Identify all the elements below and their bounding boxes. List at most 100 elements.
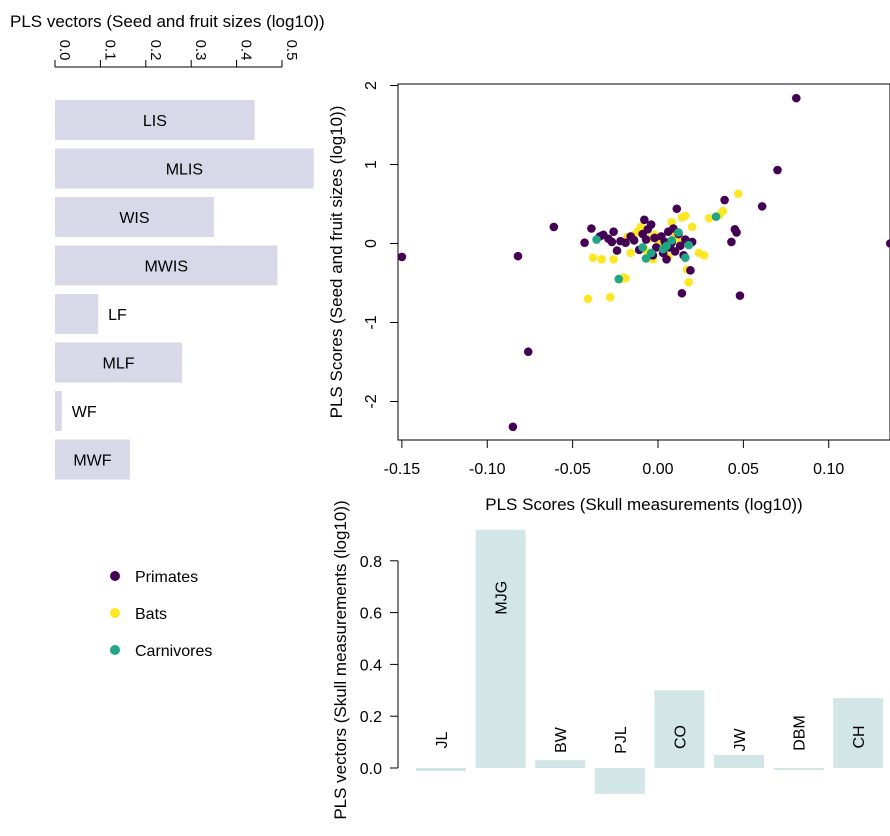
scatter-y-tick-label: 2 [363, 81, 380, 90]
skull-vector-y-axis: 0.0 0.2 0.4 0.6 0.8 [360, 554, 399, 778]
seed-vector-bar [55, 391, 62, 431]
scatter-x-tick-label: 0.05 [728, 461, 759, 478]
scatter-y-axis: -2 -1 0 1 2 [363, 81, 398, 409]
scatter-point-primates [397, 252, 407, 262]
scatter-point-carnivores [592, 235, 601, 244]
seed-vector-axis: 0.0 0.1 0.2 0.3 0.4 0.5 [54, 40, 300, 68]
scatter-point-primates [612, 246, 622, 255]
scatter-point-primates [549, 222, 559, 232]
scatter-point-primates [607, 237, 617, 247]
scatter-x-tick-label: 0.00 [642, 461, 673, 478]
skull-vector-bar-label: PJL [613, 726, 630, 754]
scatter-point-primates [773, 165, 782, 175]
scatter-point-primates [621, 238, 630, 248]
seed-vector-bar [55, 148, 314, 189]
seed-vector-bar-label: WF [72, 404, 97, 421]
scatter-point-carnivores [684, 240, 694, 250]
skull-vector-tick-label: 0.4 [360, 657, 382, 674]
skull-vector-bar [833, 698, 884, 768]
skull-vector-bar [475, 529, 526, 768]
scatter-point-primates [609, 227, 618, 236]
seed-vector-bar-label: WIS [119, 210, 149, 227]
skull-vector-bar-label: DBM [792, 715, 809, 751]
scatter-point-bats [733, 189, 743, 199]
seed-vector-bar-label: MWIS [144, 259, 188, 276]
scatter-point-primates [662, 254, 671, 264]
skull-vector-bar [535, 760, 586, 768]
scatter-point-primates [727, 237, 736, 247]
seed-vector-bars: LIS MLIS WIS MWIS LF MLF WF MWF [55, 100, 314, 480]
skull-vector-tick-label: 0.0 [360, 761, 382, 778]
legend-label: Bats [135, 606, 167, 623]
skull-vector-panel: PLS vectors (Skull measurements (log10))… [331, 500, 884, 820]
seed-vector-bar-label: LIS [143, 113, 167, 130]
skull-vector-bar-label: JL [434, 731, 451, 748]
scatter-point-primates [508, 422, 518, 432]
scatter-y-tick-label: -2 [363, 394, 380, 408]
scatter-point-primates [720, 195, 729, 205]
scatter-x-axis: -0.15 -0.10 -0.05 0.00 0.05 0.10 [384, 440, 844, 478]
scatter-point-primates [640, 215, 649, 225]
seed-vector-panel: PLS vectors (Seed and fruit sizes (log10… [10, 12, 325, 480]
scatter-point-primates [675, 241, 685, 251]
seed-vector-bar [55, 439, 130, 480]
scatter-point-primates [523, 347, 533, 357]
scatter-point-primates [735, 291, 745, 300]
skull-vector-bar-label: BW [553, 726, 570, 753]
seed-vector-bar-label: LF [108, 307, 127, 324]
legend-marker [110, 571, 120, 581]
seed-vector-title: PLS vectors (Seed and fruit sizes (log10… [10, 12, 325, 31]
scatter-point-carnivores [711, 212, 721, 221]
scatter-x-tick-label: -0.10 [469, 461, 506, 478]
scatter-point-primates [641, 235, 651, 244]
scatter-point-primates [791, 93, 801, 103]
scatter-plot-frame [397, 83, 890, 441]
seed-vector-tick-label: 0.5 [283, 40, 300, 61]
skull-vector-tick-label: 0.6 [360, 606, 382, 623]
legend: Primates Bats Carnivores [110, 569, 212, 660]
scatter-x-axis-label: PLS Scores (Skull measurements (log10)) [485, 495, 802, 514]
seed-vector-tick-label: 0.1 [101, 40, 118, 61]
skull-vector-y-axis-label: PLS vectors (Skull measurements (log10)) [331, 500, 350, 819]
seed-vector-tick-label: 0.3 [192, 40, 209, 61]
legend-label: Carnivores [135, 643, 212, 660]
scatter-point-bats [588, 253, 598, 263]
skull-vector-bar [416, 768, 466, 772]
skull-vector-tick-label: 0.8 [360, 554, 382, 571]
skull-vector-bar-label: MJG [494, 581, 511, 615]
scatter-point-primates [513, 251, 523, 261]
skull-vector-bar [773, 768, 824, 770]
scatter-point-bats [681, 211, 690, 221]
seed-vector-bar-label: MWF [73, 453, 111, 470]
scatter-y-axis-label: PLS Scores (Seed and fruit sizes (log10)… [327, 106, 346, 419]
scatter-point-bats [718, 206, 728, 216]
seed-vector-tick-label: 0.0 [56, 40, 73, 61]
scatter-point-primates [677, 288, 687, 298]
scatter-point-bats [597, 254, 606, 264]
scatter-y-tick-label: 0 [363, 239, 380, 248]
scatter-point-primates [757, 202, 767, 211]
scatter-point-carnivores [681, 253, 690, 263]
scatter-x-tick-label: -0.05 [554, 461, 591, 478]
seed-vector-tick-label: 0.2 [147, 40, 164, 61]
skull-vector-bar-label: JW [732, 728, 749, 752]
scatter-point-primates [686, 266, 695, 275]
skull-vector-bars: JL MJG BW PJL CO JW DBM CH [416, 529, 884, 794]
scatter-point-bats [605, 292, 615, 302]
scatter-point-bats [704, 213, 714, 223]
scatter-point-primates [670, 247, 680, 256]
scatter-point-carnivores [662, 241, 671, 251]
scatter-point-primates [646, 220, 656, 229]
scatter-point-bats [609, 254, 618, 264]
scatter-point-bats [621, 273, 630, 283]
legend-marker [110, 608, 120, 618]
scatter-point-bats [626, 248, 635, 258]
skull-vector-bar [714, 755, 764, 768]
scatter-point-bats [583, 294, 593, 304]
seed-vector-bar [55, 197, 214, 237]
scores-scatter-panel: -0.15 -0.10 -0.05 0.00 0.05 0.10 -2 -1 0 1 2 PLS … [327, 81, 890, 514]
skull-vector-bar [654, 690, 705, 768]
scatter-point-bats [699, 251, 709, 260]
scatter-point-primates [651, 243, 661, 252]
scatter-x-tick-label: 0.10 [813, 461, 844, 478]
